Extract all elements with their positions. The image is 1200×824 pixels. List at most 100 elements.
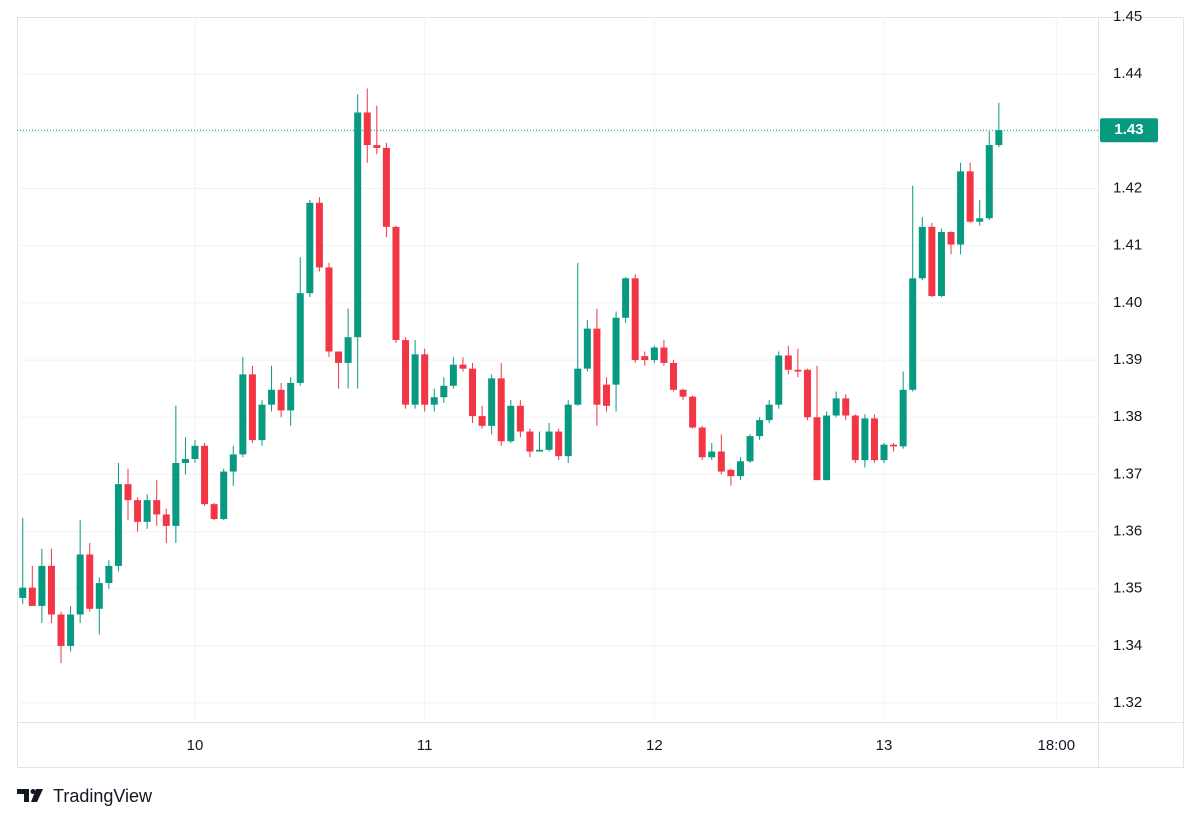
candle-body (937, 231, 945, 297)
candle-body (306, 202, 314, 294)
logo (17, 789, 43, 802)
candle-body (870, 418, 878, 461)
candle-body (191, 445, 199, 459)
candle-body (545, 431, 553, 450)
candle-body (76, 554, 84, 615)
candle-body (57, 614, 65, 646)
candle-body (210, 504, 218, 520)
candle-body (162, 514, 170, 526)
candle-body (746, 436, 754, 462)
candle-body (516, 405, 524, 432)
candle-body (315, 202, 323, 268)
candle-body (354, 112, 362, 338)
watermark: TradingView (53, 786, 153, 806)
y-tick-label: 1.35 (1113, 580, 1142, 597)
candle-body (134, 500, 142, 522)
x-tick-label: 12 (646, 737, 663, 754)
candle-body (143, 500, 151, 522)
y-tick-label: 1.41 (1113, 237, 1142, 254)
candle-body (976, 218, 984, 222)
candle-body (928, 226, 936, 297)
y-tick-label: 1.37 (1113, 465, 1142, 482)
candle-body (296, 293, 304, 383)
candle-body (593, 328, 601, 405)
candle-body (459, 364, 467, 369)
candle-body (430, 397, 438, 405)
candle-body (803, 369, 811, 418)
candle-body (153, 500, 161, 515)
y-tick-label: 1.32 (1113, 694, 1142, 711)
candle-body (583, 328, 591, 369)
candle-body (574, 368, 582, 405)
last-price-label: 1.43 (1114, 121, 1143, 138)
y-tick-label: 1.44 (1113, 65, 1142, 82)
candle-body (775, 355, 783, 405)
candle-body (784, 355, 792, 370)
candle-body (641, 356, 649, 361)
candle-body (823, 415, 831, 481)
y-tick-label: 1.42 (1113, 180, 1142, 197)
candle-body (602, 384, 610, 406)
candle-body (449, 364, 457, 386)
candle-body (957, 171, 965, 245)
x-tick-label: 18:00 (1038, 737, 1076, 754)
candle-body (325, 267, 333, 352)
candle-body (47, 565, 55, 615)
candle-body (717, 451, 725, 472)
last-price-badge (1100, 118, 1158, 143)
chart-frame (17, 17, 1184, 768)
candle-body (918, 226, 926, 279)
candle-body (708, 451, 716, 458)
candle-body (727, 469, 735, 477)
candle-body (555, 431, 563, 457)
candle-body (268, 389, 276, 405)
candle-body (67, 614, 75, 646)
candle-body (899, 389, 907, 447)
x-tick-label: 10 (187, 737, 204, 754)
candle-body (861, 418, 869, 461)
y-tick-label: 1.38 (1113, 408, 1142, 425)
candle-body (28, 587, 36, 606)
candle-body (832, 398, 840, 416)
candle-body (689, 396, 697, 428)
candle-body (507, 405, 515, 442)
candle-body (985, 145, 993, 219)
y-tick-label: 1.34 (1113, 637, 1142, 654)
candle-body (622, 278, 630, 318)
candle-body (382, 147, 390, 227)
candle-body (287, 382, 295, 411)
candle-body (488, 378, 496, 426)
candle-body (335, 351, 343, 363)
candle-body (736, 461, 744, 477)
candle-body (842, 398, 850, 416)
candle-body (526, 431, 534, 452)
candle-body (114, 484, 122, 566)
candle-body (440, 385, 448, 398)
candle-body (650, 347, 658, 361)
candle-body (229, 454, 237, 472)
candle-body (536, 449, 544, 452)
candle-body (660, 347, 668, 363)
candle-body (880, 444, 888, 461)
candle-body (631, 278, 639, 361)
x-tick-label: 11 (417, 737, 433, 754)
candle-body (239, 374, 247, 455)
candle-body (86, 554, 94, 609)
candle-body (756, 420, 764, 437)
candle-body (124, 484, 132, 501)
candle-body (698, 427, 706, 458)
candle-body (564, 404, 572, 457)
candle-body (172, 462, 180, 526)
candle-body (392, 226, 400, 341)
candle-body (421, 354, 429, 405)
candle-body (373, 145, 381, 148)
candle-body (813, 417, 821, 481)
candle-body (38, 565, 46, 606)
candle-body (851, 415, 859, 461)
candle-body (995, 130, 1003, 146)
candle-body (201, 445, 209, 505)
candle-body (105, 565, 113, 584)
candle-body (277, 389, 285, 411)
